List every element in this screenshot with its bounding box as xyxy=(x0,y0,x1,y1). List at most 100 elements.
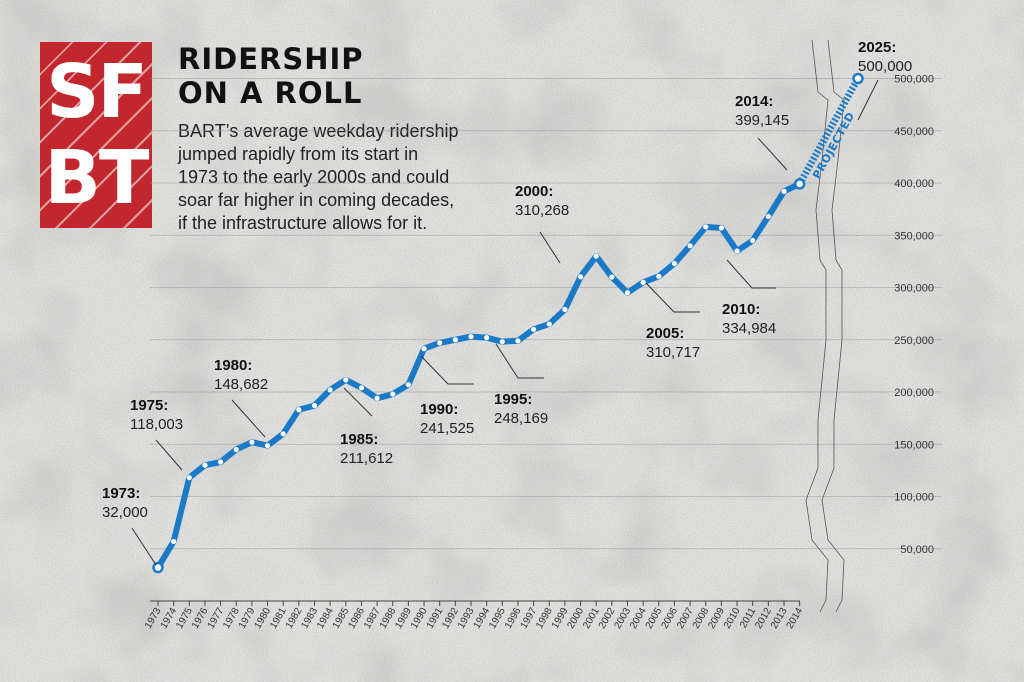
data-point xyxy=(718,225,725,231)
data-point xyxy=(750,237,756,244)
y-tick-label: 300,000 xyxy=(894,283,934,295)
callout-leader xyxy=(757,137,788,171)
data-point xyxy=(390,391,396,397)
data-point xyxy=(656,273,662,279)
data-point xyxy=(171,538,177,545)
data-point xyxy=(374,395,380,401)
callout-leader xyxy=(857,79,879,121)
data-point xyxy=(343,377,349,383)
data-point xyxy=(437,340,443,346)
axis-break xyxy=(805,39,845,613)
data-point xyxy=(734,248,740,254)
callout-value: 148,682 xyxy=(214,376,268,393)
callout-leader xyxy=(539,231,561,264)
title-line-2: ON A ROLL xyxy=(178,76,363,110)
callout-year: 2000: xyxy=(515,183,553,200)
callout-leader xyxy=(726,259,776,289)
callout-leader xyxy=(420,355,474,385)
y-tick-label: 100,000 xyxy=(894,492,934,504)
data-point xyxy=(546,321,552,327)
data-point xyxy=(233,446,239,453)
callout-year: 2025: xyxy=(858,39,896,56)
callout-value: 500,000 xyxy=(858,58,912,75)
title-line-1: RIDERSHIP xyxy=(178,42,364,76)
projected-point xyxy=(852,72,864,85)
logo-text-bottom: BT xyxy=(44,135,150,221)
data-point xyxy=(186,475,192,481)
callout-value: 310,268 xyxy=(515,202,569,219)
callout-year: 1980: xyxy=(214,357,252,374)
subtitle-line: soar far higher in coming decades, xyxy=(178,190,455,210)
callout-year: 2014: xyxy=(735,93,773,110)
callout-value: 118,003 xyxy=(130,416,183,433)
y-tick-label: 250,000 xyxy=(894,335,934,347)
data-point xyxy=(531,326,537,332)
callout-year: 2010: xyxy=(722,301,760,318)
data-point xyxy=(405,382,411,388)
projection-label: PROJECTED xyxy=(810,110,857,181)
callout-year: 1990: xyxy=(420,401,458,418)
y-tick-label: 400,000 xyxy=(894,178,934,190)
data-point xyxy=(703,224,709,230)
callout-value: 248,169 xyxy=(494,410,548,427)
data-point xyxy=(468,334,474,340)
callout-value: 310,717 xyxy=(646,344,700,361)
axis-break-line xyxy=(821,39,845,613)
data-point xyxy=(640,279,646,285)
subtitle-line: jumped rapidly from its start in xyxy=(178,144,419,164)
callout-leader xyxy=(343,387,373,417)
callout-leader xyxy=(131,527,157,566)
data-point xyxy=(311,402,318,409)
sfbt-logo: SF BT xyxy=(40,42,152,228)
data-point xyxy=(152,561,164,574)
callout-year: 1975: xyxy=(130,397,168,414)
callout-value: 32,000 xyxy=(102,504,148,521)
callout-year: 1973: xyxy=(102,485,140,502)
data-point xyxy=(296,407,302,413)
callout-value: 399,145 xyxy=(735,112,789,129)
logo-stripes xyxy=(40,42,152,228)
data-point xyxy=(421,346,427,352)
data-point xyxy=(264,443,271,449)
x-tick-label: 2010 xyxy=(722,606,743,631)
data-point xyxy=(202,462,208,468)
data-point xyxy=(218,459,224,465)
data-point xyxy=(280,431,286,437)
subtitle-line: 1973 to the early 2000s and could xyxy=(178,167,450,187)
data-point xyxy=(484,335,490,341)
y-tick-label: 200,000 xyxy=(894,387,934,399)
callout-value: 211,612 xyxy=(340,450,393,467)
data-point xyxy=(577,274,584,280)
x-tick-label: 2014 xyxy=(785,606,806,631)
callout-year: 1995: xyxy=(494,391,532,408)
axis-break-line xyxy=(805,39,829,613)
data-point xyxy=(562,306,568,313)
y-tick-label: 150,000 xyxy=(894,439,934,451)
y-tick-label: 50,000 xyxy=(900,544,934,556)
callout-leader xyxy=(645,282,700,313)
callout-value: 241,525 xyxy=(420,420,474,437)
ridership-line xyxy=(155,180,803,571)
data-point xyxy=(671,260,678,267)
logo-text-top: SF xyxy=(46,49,148,135)
callout-leader xyxy=(155,439,183,471)
data-point xyxy=(593,253,599,259)
data-point xyxy=(327,387,333,393)
callout-value: 334,984 xyxy=(722,320,776,337)
callout-leader xyxy=(231,399,266,438)
data-point xyxy=(515,338,521,344)
data-point xyxy=(781,188,787,194)
subtitle-line: if the infrastructure allows for it. xyxy=(178,213,428,233)
data-point xyxy=(687,243,693,249)
data-point xyxy=(609,274,615,280)
data-point xyxy=(793,178,806,190)
callout-leader xyxy=(495,343,544,379)
data-point xyxy=(765,213,771,220)
projection-line xyxy=(796,76,862,186)
y-tick-label: 450,000 xyxy=(894,126,934,138)
y-tick-label: 350,000 xyxy=(894,230,934,242)
gridlines xyxy=(150,78,942,550)
callout-year: 2005: xyxy=(646,325,684,342)
callout-year: 1985: xyxy=(340,431,378,448)
